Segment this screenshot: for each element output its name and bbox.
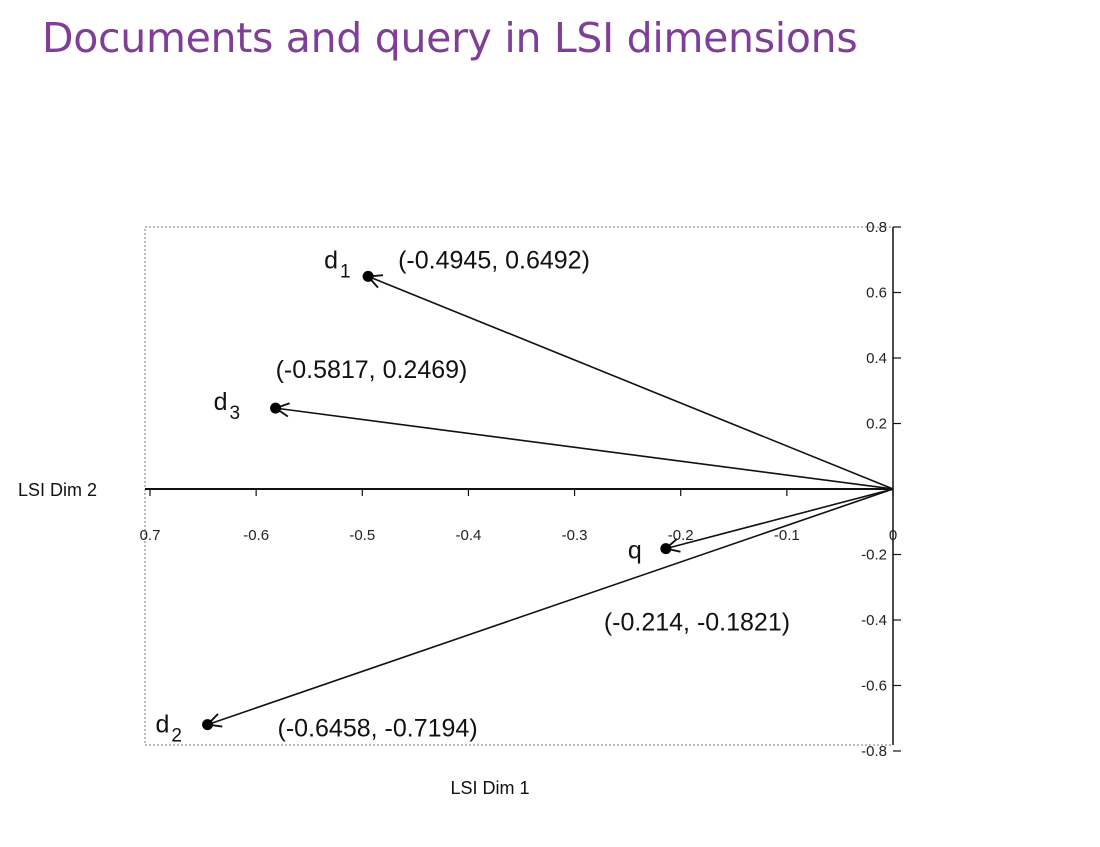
point-d1 [362,270,374,282]
point-label-letter: d [156,711,170,739]
point-label-letter: q [628,537,642,565]
y-tick-label: 0.6 [866,285,887,302]
x-tick-label: -0.3 [562,527,588,544]
point-label-letter: d [214,388,228,416]
y-tick-label: -0.8 [861,743,887,760]
vector-d2 [208,488,894,725]
x-tick-label: -0.5 [349,527,375,544]
point-q [660,543,672,555]
point-d3 [270,402,282,414]
y-tick-label: -0.2 [861,547,887,564]
x-tick-label: 0 [889,527,897,544]
coord-label-d2: (-0.6458, -0.7194) [278,715,478,743]
point-label-subscript: 3 [229,403,240,424]
point-label-subscript: 1 [340,261,351,282]
y-tick-label: 0.8 [866,219,887,236]
coord-label-d1: (-0.4945, 0.6492) [398,246,590,274]
coord-label-q: (-0.214, -0.1821) [604,609,790,637]
point-label-letter: d [324,246,338,274]
x-tick-label: -0.6 [243,527,269,544]
slide-title: Documents and query in LSI dimensions [42,14,858,62]
x-axis-title: LSI Dim 1 [450,778,529,798]
point-label-q: q [628,537,642,565]
coord-label-d3: (-0.5817, 0.2469) [276,356,468,384]
x-tick-label: -0.4 [455,527,481,544]
vector-d1 [368,276,894,490]
vector-d3 [276,408,894,490]
y-tick-label: 0.2 [866,416,887,433]
y-tick-label: 0.4 [866,350,887,367]
point-label-subscript: 2 [171,726,182,747]
x-tick-label: -0.1 [774,527,800,544]
x-tick-label: 0.7 [140,527,161,544]
y-tick-label: -0.4 [861,612,887,629]
y-tick-label: -0.6 [861,678,887,695]
x-tick-label: -0.2 [668,527,694,544]
plot-frame [144,226,894,746]
y-axis-title: LSI Dim 2 [18,480,97,500]
vector-q [666,488,894,549]
point-d2 [202,719,214,731]
